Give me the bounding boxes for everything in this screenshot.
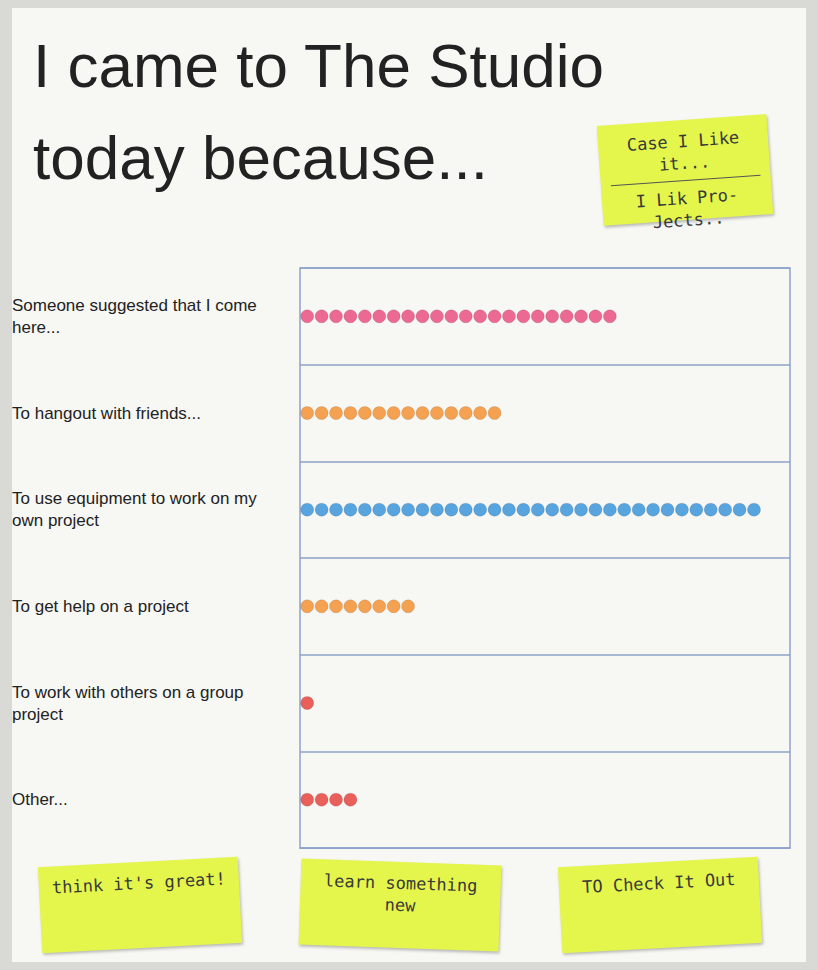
html-text:TO Check It Out: TO Check It Out: [581, 869, 736, 897]
html-text:I Lik Pro-Jects..: I Lik Pro-Jects..: [635, 184, 739, 233]
html-text:Case I Like it...: Case I Like it...: [626, 127, 740, 175]
svg-text:own project: own project: [12, 511, 99, 530]
html-text:think it's great!: think it's great!: [51, 868, 227, 898]
svg-text:To work with others on a group: To work with others on a group: [12, 683, 248, 702]
svg-text:here...: here...: [12, 318, 60, 337]
svg-text:To get help on a project: To get help on a project: [12, 597, 189, 616]
svg-text:To use equipment to work on my: To use equipment to work on my: [12, 489, 261, 508]
svg-text:I came to The Studio: I came to The Studio: [33, 31, 621, 100]
svg-text:project: project: [12, 705, 63, 724]
svg-text:To hangout with friends...: To hangout with friends...: [12, 404, 201, 423]
svg-text:Other...: Other...: [12, 790, 68, 809]
html-text:learn something new: learn something new: [323, 870, 478, 916]
svg-text:today because...: today because...: [33, 123, 488, 192]
svg-text:Someone suggested that I come: Someone suggested that I come: [12, 296, 262, 315]
